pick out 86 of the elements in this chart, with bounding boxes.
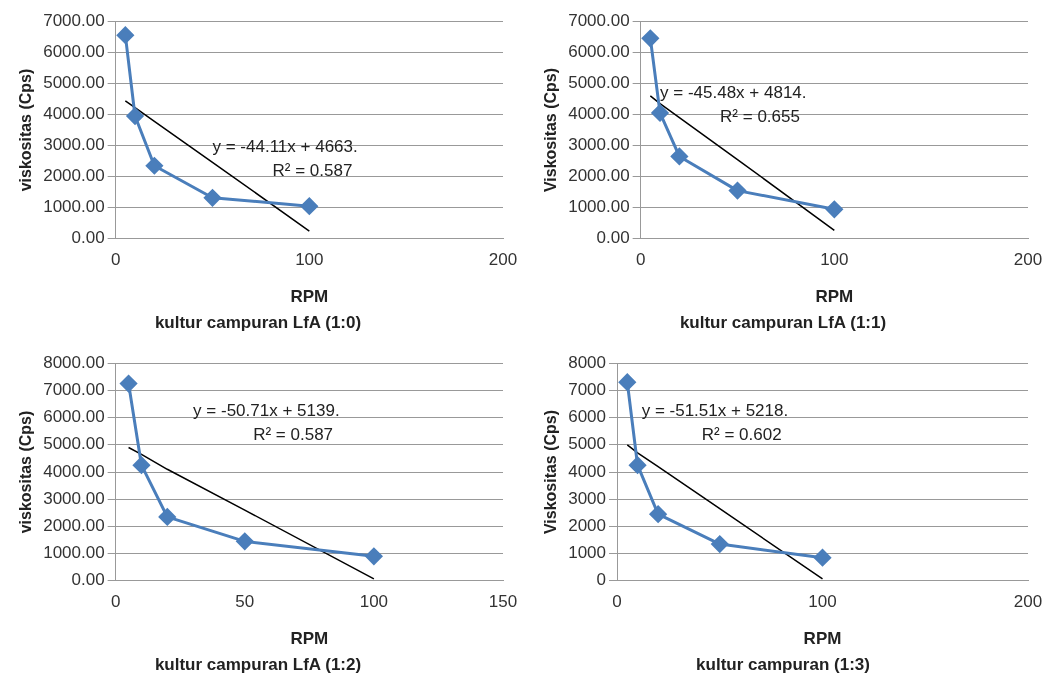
y-axis-title: Viskositas (Cps) — [542, 409, 560, 535]
annotation: y = -45.48x + 4814. — [660, 82, 807, 102]
text: kultur campuran LfA (1:0) — [154, 313, 362, 333]
y-tick-label: 3000 — [568, 488, 607, 508]
y-tick-label: 4000.00 — [43, 104, 105, 124]
y-tick-label: 2000.00 — [43, 516, 105, 536]
y-tick-label: 0.00 — [596, 228, 630, 248]
y-tick-label: 6000 — [568, 407, 607, 427]
x-axis-title: RPM — [290, 629, 329, 649]
x-tick-label: 100 — [295, 249, 324, 269]
point — [629, 456, 647, 474]
point — [300, 197, 318, 215]
y-tick-label: 7000.00 — [568, 10, 630, 30]
text: kultur campuran LfA (1:1) — [679, 313, 887, 333]
x-tick-label: 200 — [1013, 249, 1043, 269]
x-axis-title: RPM — [815, 287, 854, 307]
point — [145, 157, 163, 175]
y-axis-title: viskositas (Cps) — [17, 410, 35, 534]
y-tick-label: 2000.00 — [43, 166, 105, 186]
annotation: y = -51.51x + 5218. — [641, 400, 789, 420]
y-tick-label: 2000.00 — [568, 166, 630, 186]
y-tick-label: 0.00 — [71, 570, 105, 590]
annotation: R² = 0.602 — [701, 424, 782, 444]
y-tick-label: 3000.00 — [43, 488, 105, 508]
y-tick-label: 1000 — [568, 543, 607, 563]
x-tick-label: 0 — [635, 249, 646, 269]
point — [728, 182, 746, 200]
point — [618, 373, 636, 391]
point — [365, 547, 383, 565]
y-tick-label: 1000.00 — [568, 197, 630, 217]
y-tick-label: 5000 — [568, 434, 607, 454]
y-tick-label: 8000.00 — [43, 352, 105, 372]
x-tick-label: 150 — [488, 591, 518, 611]
x-axis-title: RPM — [803, 629, 842, 649]
point — [158, 508, 176, 526]
point — [641, 29, 659, 47]
x-tick-label: 100 — [820, 249, 849, 269]
y-tick-label: 3000.00 — [43, 135, 105, 155]
x-tick-label: 100 — [808, 591, 837, 611]
y-tick-label: 4000.00 — [568, 104, 630, 124]
point — [132, 456, 150, 474]
y-tick-label: 1000.00 — [43, 197, 105, 217]
point — [203, 189, 221, 207]
x-tick-label: 0 — [110, 249, 121, 269]
point — [825, 200, 843, 218]
x-axis-title: RPM — [290, 287, 329, 307]
y-tick-label: 7000.00 — [43, 10, 105, 30]
point — [116, 26, 134, 44]
text: kultur campuran (1:3) — [696, 655, 870, 675]
y-tick-label: 2000 — [568, 516, 607, 536]
annotation: R² = 0.587 — [253, 424, 334, 444]
point — [120, 375, 138, 393]
annotation: R² = 0.587 — [272, 161, 353, 181]
point — [126, 107, 144, 125]
annotation: R² = 0.655 — [720, 106, 800, 126]
y-tick-label: 1000.00 — [43, 543, 105, 563]
x-tick-label: 100 — [359, 591, 389, 611]
y-axis-title: Viskositas (Cps) — [542, 67, 560, 193]
x-tick-label: 50 — [235, 591, 255, 611]
y-tick-label: 0 — [596, 570, 607, 590]
point — [814, 549, 832, 567]
y-tick-label: 5000.00 — [43, 73, 105, 93]
y-tick-label: 6000.00 — [43, 407, 105, 427]
point — [236, 532, 254, 550]
x-tick-label: 200 — [488, 249, 518, 269]
point — [711, 535, 729, 553]
text: kultur campuran LfA (1:2) — [154, 655, 362, 675]
x-tick-label: 200 — [1013, 591, 1043, 611]
y-axis-title: viskositas (Cps) — [17, 68, 35, 192]
point — [649, 505, 667, 523]
y-tick-label: 7000 — [568, 380, 607, 400]
y-tick-label: 8000 — [568, 352, 607, 372]
point — [651, 104, 669, 122]
annotation: y = -44.11x + 4663. — [212, 137, 358, 157]
y-tick-label: 5000.00 — [43, 434, 105, 454]
y-tick-label: 4000 — [568, 461, 607, 481]
y-tick-label: 4000.00 — [43, 461, 105, 481]
point — [670, 147, 688, 165]
y-tick-label: 7000.00 — [43, 380, 105, 400]
y-tick-label: 6000.00 — [43, 41, 105, 61]
y-tick-label: 5000.00 — [568, 73, 630, 93]
y-tick-label: 3000.00 — [568, 135, 630, 155]
annotation: y = -50.71x + 5139. — [193, 400, 340, 420]
y-tick-label: 6000.00 — [568, 41, 630, 61]
y-tick-label: 0.00 — [71, 228, 105, 248]
x-tick-label: 0 — [110, 591, 121, 611]
